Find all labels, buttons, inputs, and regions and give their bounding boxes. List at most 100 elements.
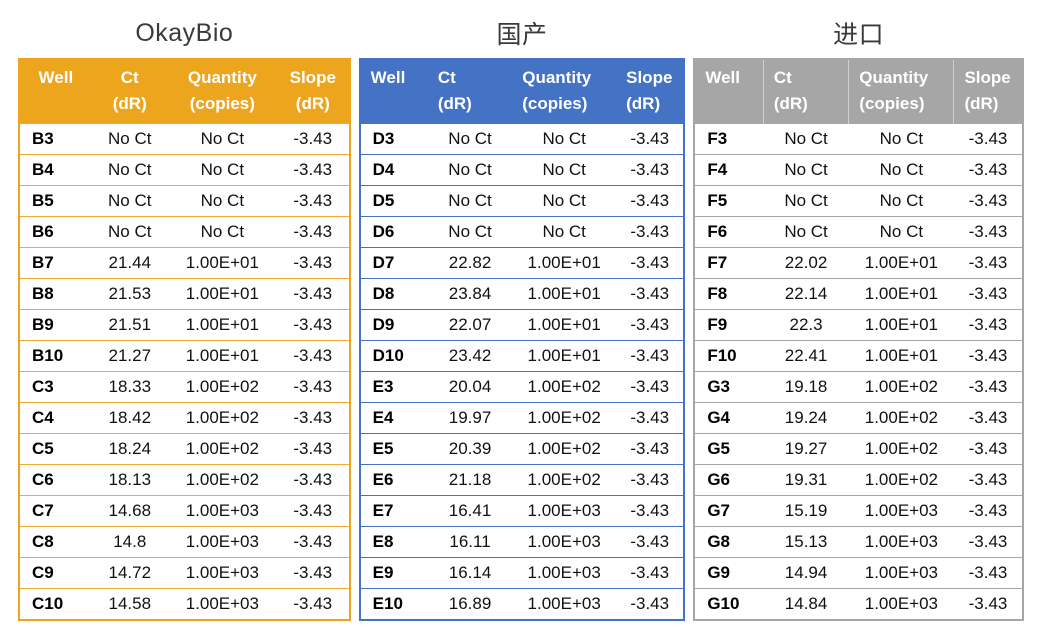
quantity-cell: 1.00E+03 [512, 526, 617, 558]
quantity-cell: 1.00E+01 [167, 309, 277, 341]
ct-cell: 18.13 [91, 464, 168, 496]
slope-cell: -3.43 [276, 185, 350, 217]
well-cell: F7 [694, 247, 764, 279]
slope-cell: -3.43 [616, 340, 685, 372]
table-row: C8 14.8 1.00E+03 -3.43 [19, 526, 350, 558]
quantity-cell: 1.00E+02 [512, 402, 617, 434]
slope-cell: -3.43 [616, 464, 685, 496]
quantity-cell: 1.00E+01 [512, 247, 617, 279]
quantity-cell: 1.00E+02 [167, 464, 277, 496]
column-header: Quantity (copies) [848, 59, 954, 124]
slope-cell: -3.43 [953, 216, 1023, 248]
slope-cell: -3.43 [276, 247, 350, 279]
ct-cell: 23.42 [427, 340, 513, 372]
ct-cell: 19.31 [763, 464, 849, 496]
slope-cell: -3.43 [276, 526, 350, 558]
ct-cell: 14.94 [763, 557, 849, 589]
table-row: D4 No Ct No Ct -3.43 [359, 154, 685, 186]
table-row: C4 18.42 1.00E+02 -3.43 [19, 402, 350, 434]
table-row: C7 14.68 1.00E+03 -3.43 [19, 495, 350, 527]
ct-cell: No Ct [763, 216, 849, 248]
ct-cell: No Ct [91, 216, 168, 248]
quantity-cell: 1.00E+03 [167, 588, 277, 620]
ct-cell: No Ct [763, 154, 849, 186]
slope-cell: -3.43 [616, 588, 685, 620]
slope-cell: -3.43 [953, 185, 1023, 217]
column-header: Slope (dR) [953, 59, 1023, 124]
table-row: E6 21.18 1.00E+02 -3.43 [359, 464, 685, 496]
quantity-cell: 1.00E+02 [512, 371, 617, 403]
ct-cell: 21.18 [427, 464, 513, 496]
quantity-cell: 1.00E+03 [512, 588, 617, 620]
slope-cell: -3.43 [953, 123, 1023, 155]
table-row: G8 15.13 1.00E+03 -3.43 [694, 526, 1023, 558]
well-cell: B5 [19, 185, 92, 217]
quantity-cell: No Ct [167, 123, 277, 155]
qpcr-table-imported: Well Ct (dR) Quantity (copies) Slope (dR) F3 No … [693, 58, 1024, 621]
table-section-okaybio: OkayBio Well Ct (dR) Quantity (copies) Slope(… [18, 8, 351, 621]
ct-cell: 21.53 [91, 278, 168, 310]
table-row: C5 18.24 1.00E+02 -3.43 [19, 433, 350, 465]
quantity-cell: 1.00E+03 [848, 588, 954, 620]
quantity-cell: No Ct [512, 123, 617, 155]
table-row: E8 16.11 1.00E+03 -3.43 [359, 526, 685, 558]
well-cell: F4 [694, 154, 764, 186]
ct-cell: 16.11 [427, 526, 513, 558]
table-section-imported: 进口 Well Ct (dR) Quantity (copies) Slope (dR) F3… [693, 8, 1024, 621]
slope-cell: -3.43 [953, 309, 1023, 341]
well-cell: G10 [694, 588, 764, 620]
slope-cell: -3.43 [276, 216, 350, 248]
slope-cell: -3.43 [276, 557, 350, 589]
well-cell: G8 [694, 526, 764, 558]
quantity-cell: No Ct [848, 123, 954, 155]
quantity-cell: No Ct [848, 154, 954, 186]
ct-cell: No Ct [91, 123, 168, 155]
header-row: Well Ct (dR) Quantity (copies) Slope (dR) [694, 59, 1023, 124]
well-cell: G6 [694, 464, 764, 496]
ct-cell: 14.8 [91, 526, 168, 558]
quantity-cell: 1.00E+03 [848, 557, 954, 589]
slope-cell: -3.43 [616, 154, 685, 186]
ct-cell: 21.27 [91, 340, 168, 372]
table-row: G6 19.31 1.00E+02 -3.43 [694, 464, 1023, 496]
slope-cell: -3.43 [276, 309, 350, 341]
quantity-cell: No Ct [167, 216, 277, 248]
quantity-cell: No Ct [512, 185, 617, 217]
column-header: Well [19, 59, 92, 124]
qpcr-table-okaybio: Well Ct (dR) Quantity (copies) Slope (dR) B3 No … [18, 58, 351, 621]
slope-cell: -3.43 [616, 278, 685, 310]
qpcr-comparison-page: OkayBio Well Ct (dR) Quantity (copies) Slope(… [18, 8, 1024, 621]
table-row: F7 22.02 1.00E+01 -3.43 [694, 247, 1023, 279]
table-row: B10 21.27 1.00E+01 -3.43 [19, 340, 350, 372]
well-cell: B7 [19, 247, 92, 279]
well-cell: C9 [19, 557, 92, 589]
well-cell: E3 [359, 371, 428, 403]
well-cell: B9 [19, 309, 92, 341]
ct-cell: 23.84 [427, 278, 513, 310]
quantity-cell: 1.00E+01 [167, 340, 277, 372]
well-cell: D10 [359, 340, 428, 372]
table-title-okaybio: OkayBio [135, 18, 234, 47]
quantity-cell: No Ct [512, 216, 617, 248]
column-header: Well [359, 59, 428, 124]
ct-cell: 14.68 [91, 495, 168, 527]
quantity-cell: 1.00E+01 [167, 247, 277, 279]
table-row: F5 No Ct No Ct -3.43 [694, 185, 1023, 217]
table-row: B4 No Ct No Ct -3.43 [19, 154, 350, 186]
quantity-cell: 1.00E+02 [848, 402, 954, 434]
well-cell: E4 [359, 402, 428, 434]
ct-cell: 16.89 [427, 588, 513, 620]
table-row: G4 19.24 1.00E+02 -3.43 [694, 402, 1023, 434]
slope-cell: -3.43 [276, 495, 350, 527]
well-cell: C6 [19, 464, 92, 496]
slope-cell: -3.43 [276, 588, 350, 620]
well-cell: F9 [694, 309, 764, 341]
ct-cell: 22.07 [427, 309, 513, 341]
table-row: D5 No Ct No Ct -3.43 [359, 185, 685, 217]
ct-cell: 22.3 [763, 309, 849, 341]
slope-cell: -3.43 [616, 526, 685, 558]
table-row: F4 No Ct No Ct -3.43 [694, 154, 1023, 186]
well-cell: D3 [359, 123, 428, 155]
table-row: F3 No Ct No Ct -3.43 [694, 123, 1023, 155]
well-cell: C10 [19, 588, 92, 620]
